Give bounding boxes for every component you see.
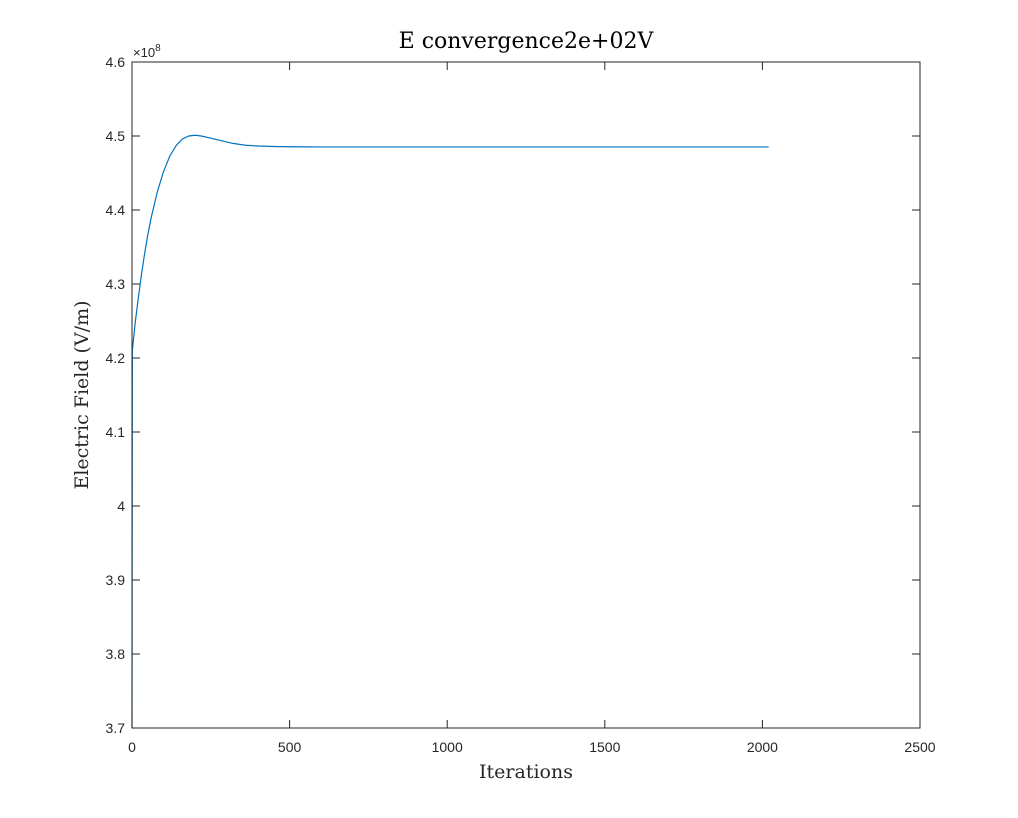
y-tick-label: 4.4 (106, 202, 126, 218)
y-tick-label: 4 (117, 498, 125, 514)
x-tick-label: 1000 (432, 739, 463, 755)
y-tick-label: 3.8 (106, 646, 126, 662)
y-exponent-prefix: ×10 (133, 45, 155, 60)
x-axis-title: Iterations (479, 761, 573, 783)
series-line-electric-field (131, 134, 769, 729)
x-tick-label: 2500 (904, 739, 935, 755)
y-exponent-power: 8 (155, 43, 161, 54)
chart-title: E convergence2e+02V (399, 29, 655, 54)
y-tick-label: 3.7 (106, 720, 126, 736)
plot-box (131, 61, 921, 729)
y-exponent-multiplier: ×108 (133, 43, 161, 60)
y-axis-title: Electric Field (V/m) (71, 300, 93, 489)
y-tick-label: 4.1 (106, 424, 126, 440)
y-tick-label: 4.6 (106, 54, 126, 70)
plot-area (132, 62, 920, 728)
x-tick-label: 0 (128, 739, 136, 755)
x-tick-label: 2000 (747, 739, 778, 755)
x-tick-label: 1500 (589, 739, 620, 755)
y-tick-label: 4.3 (106, 276, 126, 292)
y-tick-label: 4.5 (106, 128, 126, 144)
y-tick-label: 3.9 (106, 572, 126, 588)
x-tick-label: 500 (278, 739, 302, 755)
y-tick-label: 4.2 (106, 350, 126, 366)
tick-labels: 0 500 1000 1500 2000 2500 3.7 3.8 3.9 4 4.1 4.2 4.3 4… (106, 54, 936, 755)
